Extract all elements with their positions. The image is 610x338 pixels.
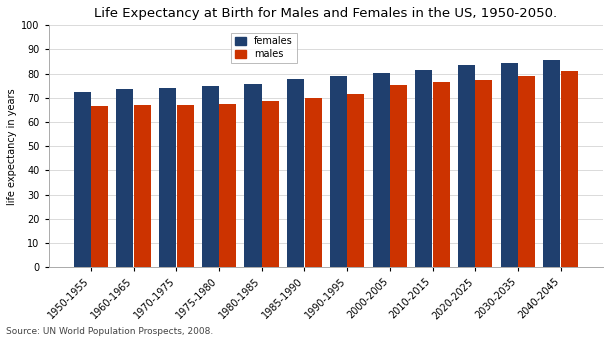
Bar	[202, 86, 219, 267]
Legend: females, males: females, males	[231, 32, 297, 63]
Bar	[458, 65, 475, 267]
Bar	[330, 76, 347, 267]
Bar	[177, 105, 193, 267]
Bar	[475, 80, 492, 267]
Bar	[262, 101, 279, 267]
Bar	[134, 105, 151, 267]
Bar	[518, 76, 535, 267]
Bar	[219, 104, 236, 267]
Bar	[501, 63, 518, 267]
Bar	[245, 84, 262, 267]
Bar	[544, 61, 561, 267]
Bar	[415, 70, 432, 267]
Bar	[390, 84, 407, 267]
Bar	[117, 89, 134, 267]
Bar	[304, 98, 321, 267]
Bar	[74, 92, 91, 267]
Bar	[92, 106, 109, 267]
Bar	[347, 94, 364, 267]
Y-axis label: life expectancy in years: life expectancy in years	[7, 88, 17, 204]
Bar	[561, 71, 578, 267]
Text: Source: UN World Population Prospects, 2008.: Source: UN World Population Prospects, 2…	[6, 327, 213, 336]
Title: Life Expectancy at Birth for Males and Females in the US, 1950-2050.: Life Expectancy at Birth for Males and F…	[94, 7, 558, 20]
Bar	[159, 88, 176, 267]
Bar	[432, 82, 450, 267]
Bar	[373, 73, 390, 267]
Bar	[287, 78, 304, 267]
